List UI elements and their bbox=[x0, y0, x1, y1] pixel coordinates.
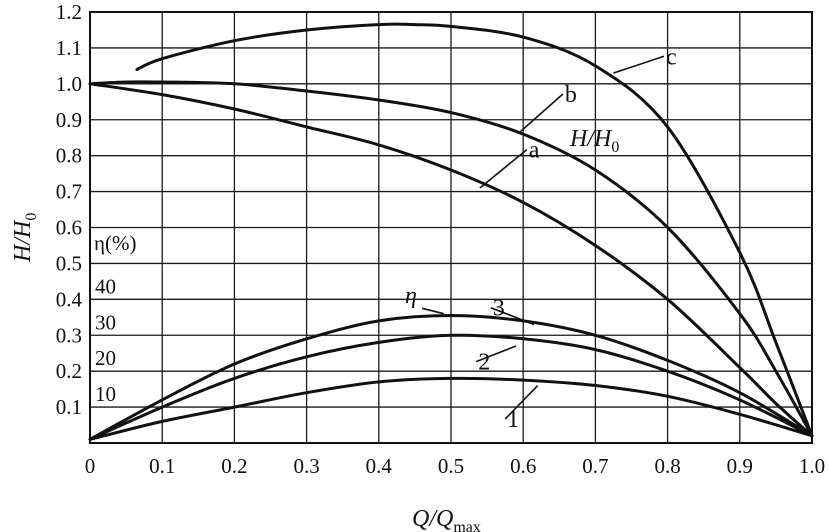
curve-c bbox=[135, 22, 814, 438]
curve-1 bbox=[88, 376, 814, 441]
eta-tick-label: 20 bbox=[95, 346, 116, 370]
x-tick-label: 0.4 bbox=[366, 454, 393, 478]
curve-label-b: b bbox=[565, 82, 577, 108]
curve-label-1: 1 bbox=[507, 407, 519, 433]
label-leaders bbox=[421, 55, 665, 420]
x-tick-labels: 0 0.1 0.2 0.3 0.4 0.5 0.6 0.7 0.8 0.9 1.0 bbox=[85, 454, 825, 478]
y-tick-label: 0.5 bbox=[56, 251, 82, 275]
y-tick-label: 0.7 bbox=[56, 180, 82, 204]
curve-3 bbox=[88, 313, 814, 441]
y-tick-labels: 0.1 0.2 0.3 0.4 0.5 0.6 0.7 0.8 0.9 1.0 1.1 1.2 bbox=[56, 0, 83, 419]
x-tick-label: 0.7 bbox=[582, 454, 608, 478]
curve-label-3: 3 bbox=[493, 296, 505, 322]
curve-label-c: c bbox=[666, 44, 677, 70]
curve-label-2: 2 bbox=[478, 350, 490, 376]
x-tick-label: 0.8 bbox=[654, 454, 680, 478]
curve-2 bbox=[88, 333, 814, 441]
eta-tick-label: 10 bbox=[95, 382, 116, 406]
x-tick-label: 0.9 bbox=[727, 454, 753, 478]
x-tick-label: 0.5 bbox=[438, 454, 464, 478]
leader-eta bbox=[421, 307, 444, 315]
x-tick-label: 0.6 bbox=[510, 454, 536, 478]
leader-3 bbox=[490, 306, 535, 326]
y-tick-label: 1.0 bbox=[56, 72, 82, 96]
head-group-label: H/H0 bbox=[569, 126, 619, 156]
curve-b bbox=[88, 80, 814, 438]
x-tick-label: 0 bbox=[85, 454, 96, 478]
y-tick-label: 0.1 bbox=[56, 395, 82, 419]
leader-2 bbox=[475, 345, 517, 363]
y-tick-label: 0.2 bbox=[56, 359, 82, 383]
y-tick-label: 1.1 bbox=[56, 36, 82, 60]
curves bbox=[88, 22, 814, 441]
leader-1 bbox=[504, 384, 539, 420]
x-tick-label: 0.1 bbox=[149, 454, 175, 478]
plot-frame bbox=[89, 11, 813, 444]
leader-a bbox=[479, 149, 528, 189]
x-tick-label: 1.0 bbox=[799, 454, 825, 478]
eta-tick-label: 30 bbox=[95, 310, 116, 334]
curve-label-a: a bbox=[529, 138, 540, 164]
y-tick-label: 0.4 bbox=[56, 287, 83, 311]
y-axis-label: H/H0 bbox=[10, 213, 40, 263]
x-tick-label: 0.3 bbox=[293, 454, 319, 478]
x-tick-label: 0.2 bbox=[221, 454, 247, 478]
y-tick-label: 1.2 bbox=[56, 0, 82, 24]
eta-tick-labels: 10 20 30 40 bbox=[95, 274, 116, 406]
y-tick-label: 0.6 bbox=[56, 216, 82, 240]
eta-axis-title: η(%) bbox=[94, 231, 136, 255]
eta-tick-label: 40 bbox=[95, 274, 116, 298]
leader-b bbox=[519, 93, 564, 133]
leader-c bbox=[613, 55, 665, 74]
curve-a bbox=[88, 82, 814, 438]
y-tick-label: 0.8 bbox=[56, 144, 82, 168]
x-axis-label: Q/Qmax bbox=[412, 506, 481, 532]
y-tick-label: 0.9 bbox=[56, 108, 82, 132]
curve-labels: a b c 1 2 3 bbox=[478, 44, 676, 433]
efficiency-group-label: η bbox=[405, 283, 417, 309]
y-tick-label: 0.3 bbox=[56, 323, 82, 347]
